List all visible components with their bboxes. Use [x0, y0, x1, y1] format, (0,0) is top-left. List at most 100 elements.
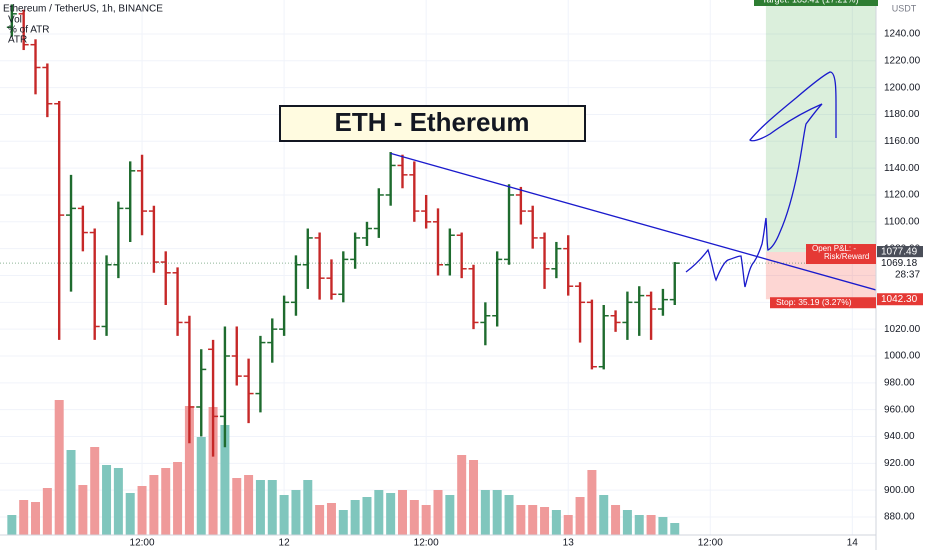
annotation-text: ETH - Ethereum [334, 107, 529, 137]
volume-pane [7, 400, 680, 535]
price-tag [877, 246, 923, 259]
volume-bar [291, 490, 301, 535]
rr-label: Risk/Reward [824, 252, 869, 261]
pnl-label-bg [806, 244, 876, 265]
countdown-bg [877, 269, 923, 281]
volume-bar [244, 475, 254, 535]
volume-bar [575, 497, 585, 535]
y-tick-label: 1140.00 [884, 163, 920, 174]
volume-bar [421, 505, 431, 535]
volume-bar [102, 465, 112, 535]
currency-label: USDT [892, 3, 917, 13]
volume-bar [634, 515, 644, 535]
volume-bar [267, 480, 277, 535]
stop-label-bg [770, 297, 876, 309]
y-tick-label: 900.00 [884, 485, 915, 496]
indicator-label: ATR [8, 35, 27, 46]
volume-bar [397, 490, 407, 535]
price-tag-label: 1069.18 [881, 258, 918, 269]
volume-bar [433, 490, 443, 535]
volume-bar [611, 505, 621, 535]
volume-bar [622, 510, 632, 535]
y-tick-label: 1120.00 [884, 190, 920, 201]
volume-bar [137, 486, 147, 535]
volume-bar [66, 450, 76, 535]
y-tick-label: 1160.00 [884, 136, 920, 147]
y-tick-label: 1200.00 [884, 82, 921, 93]
volume-bar [149, 475, 159, 535]
x-tick-label: 12 [279, 538, 291, 549]
volume-bar [445, 495, 455, 535]
hand-drawn-path [685, 71, 837, 288]
volume-bar [670, 523, 680, 535]
volume-bar [196, 437, 206, 535]
volume-bar [516, 505, 526, 535]
x-tick-label: 12:00 [414, 538, 439, 549]
chart-title: Ethereum / TetherUS, 1h, BINANCE [3, 4, 163, 15]
volume-bar [90, 447, 100, 535]
volume-bar [551, 510, 561, 535]
y-tick-label: 1100.00 [884, 216, 920, 227]
y-tick-label: 1020.00 [884, 324, 921, 335]
volume-bar [326, 503, 336, 535]
x-tick-label: 13 [563, 538, 575, 549]
volume-bar [658, 517, 668, 535]
pnl-label: Open P&L: - [812, 244, 856, 253]
volume-bar [646, 515, 656, 535]
price-tag [877, 293, 923, 306]
volume-bar [315, 505, 325, 535]
price-bars [6, 4, 680, 457]
y-tick-label: 920.00 [884, 458, 915, 469]
annotation-box [279, 105, 586, 142]
y-tick-label: 1240.00 [884, 29, 921, 40]
target-zone [765, 5, 876, 253]
volume-bar [184, 406, 194, 535]
stop-label: Stop: 35.19 (3.27%) [776, 297, 852, 307]
drawings [390, 71, 876, 291]
volume-bar [480, 490, 490, 535]
volume-bar [279, 495, 289, 535]
indicator-label: % of ATR [8, 25, 50, 36]
y-tick-label: 940.00 [884, 431, 915, 442]
volume-bar [113, 468, 123, 535]
y-tick-label: 960.00 [884, 404, 915, 415]
indicator-label: Vol [8, 15, 22, 26]
y-tick-label: 1000.00 [884, 351, 921, 362]
target-label: Target: 183.41 (17.21%) [762, 0, 859, 4]
volume-bar [232, 478, 242, 535]
volume-bar [208, 407, 218, 535]
volume-bar [78, 485, 88, 535]
volume-bar [528, 505, 538, 535]
y-tick-label: 980.00 [884, 377, 915, 388]
y-tick-label: 1180.00 [884, 109, 920, 120]
volume-bar [540, 507, 550, 535]
x-tick-label: 12:00 [698, 538, 723, 549]
x-tick-label: 14 [847, 538, 859, 549]
volume-bar [469, 460, 479, 535]
volume-bar [54, 400, 64, 535]
price-tag-label: 1077.49 [881, 247, 918, 258]
volume-bar [125, 493, 135, 535]
volume-bar [220, 425, 230, 535]
volume-bar [350, 500, 360, 535]
volume-bar [338, 510, 348, 535]
target-label-bg [754, 0, 878, 6]
y-tick-label: 1220.00 [884, 55, 921, 66]
volume-bar [19, 500, 29, 535]
price-tag-label: 1042.30 [881, 294, 918, 305]
volume-bar [303, 480, 313, 535]
volume-bar [386, 493, 396, 535]
volume-bar [161, 468, 171, 535]
volume-bar [599, 495, 609, 535]
volume-bar [362, 497, 372, 535]
y-tick-label: 880.00 [884, 512, 915, 523]
price-tag [877, 257, 923, 270]
volume-bar [31, 502, 41, 535]
volume-bar [409, 500, 419, 535]
volume-bar [173, 462, 183, 535]
axes: 880.00 900.00 920.00 940.00 960.00 980.00 1000… [0, 29, 923, 549]
volume-bar [504, 495, 514, 535]
countdown: 28:37 [895, 269, 920, 280]
volume-bar [255, 480, 265, 535]
